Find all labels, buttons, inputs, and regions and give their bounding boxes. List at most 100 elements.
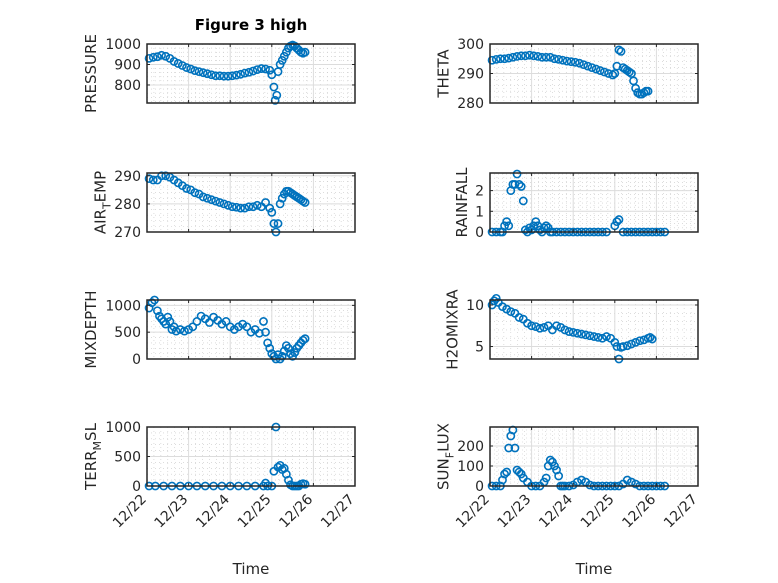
y-tick-label: 1000 — [105, 420, 141, 436]
x-tick-label: 12/26 — [619, 491, 659, 531]
data-point — [198, 68, 208, 78]
data-point — [500, 221, 509, 231]
data-point — [647, 334, 657, 344]
data-point — [539, 323, 549, 332]
data-point — [560, 325, 570, 335]
data-point — [161, 51, 171, 61]
data-point — [600, 67, 609, 77]
data-point — [211, 196, 221, 206]
data-point — [227, 71, 237, 81]
data-point — [242, 322, 252, 332]
data-point — [520, 51, 530, 61]
data-point — [277, 193, 287, 203]
x-axis-label: Time — [575, 560, 613, 578]
y-axis-label: MIXDEPTH — [82, 290, 100, 368]
data-point — [182, 184, 191, 193]
x-tick-label: 12/24 — [536, 491, 576, 531]
y-tick-label: 0 — [132, 479, 141, 495]
data-point — [277, 351, 287, 361]
data-point — [163, 312, 173, 322]
data-point — [144, 53, 154, 63]
data-point — [516, 182, 526, 191]
data-point — [180, 326, 189, 336]
data-point — [144, 174, 154, 184]
data-point — [570, 57, 580, 67]
data-point — [635, 336, 645, 346]
axes-box — [146, 172, 356, 233]
data-point — [171, 326, 181, 336]
data-point — [631, 479, 640, 489]
data-point — [583, 61, 593, 71]
y-tick-label: 5 — [475, 340, 484, 356]
data-point — [552, 321, 561, 331]
y-tick-label: 0 — [132, 352, 141, 368]
data-point — [269, 219, 279, 228]
subplot-pressure: 800 900 1000 PRESSURE — [82, 34, 356, 113]
data-point — [614, 215, 624, 224]
data-point — [261, 64, 270, 74]
data-point — [612, 342, 622, 351]
data-point — [579, 60, 588, 70]
data-point — [207, 195, 216, 205]
y-axis-label: RAINFALL — [453, 167, 471, 238]
y-tick-label: 0 — [475, 225, 484, 241]
data-point — [631, 83, 640, 93]
data-point — [577, 329, 586, 339]
y-tick-label: 290 — [114, 169, 141, 185]
x-tick-label: 12/26 — [276, 491, 316, 531]
data-point — [554, 471, 564, 481]
data-point — [531, 217, 541, 227]
data-point — [585, 480, 595, 490]
y-axis-label: TERRMSL — [82, 422, 104, 491]
axes-box — [489, 172, 699, 233]
data-point — [254, 328, 264, 338]
data-point — [572, 328, 582, 338]
data-point — [240, 203, 250, 213]
data-point — [535, 225, 545, 235]
data-point — [188, 322, 198, 332]
data-point — [161, 171, 171, 181]
x-tick-label: 12/25 — [578, 492, 618, 532]
data-point — [300, 198, 310, 207]
data-point — [512, 51, 522, 61]
y-tick-label: 200 — [457, 439, 484, 455]
data-point — [618, 342, 628, 351]
data-point — [527, 321, 536, 331]
data-point — [175, 325, 185, 334]
x-tick-label: 12/23 — [152, 492, 192, 532]
data-point — [545, 455, 555, 465]
data-point — [495, 54, 505, 64]
axes-background — [490, 300, 698, 359]
data-point — [587, 63, 597, 72]
data-point — [192, 317, 202, 326]
data-point — [194, 67, 204, 77]
data-point — [256, 64, 266, 73]
data-point — [545, 52, 555, 62]
data-point — [520, 225, 530, 235]
data-point — [566, 57, 576, 67]
y-tick-label: 280 — [457, 96, 484, 112]
axes-box — [489, 426, 699, 487]
data-point — [273, 219, 283, 228]
data-point — [562, 56, 572, 66]
data-point — [265, 203, 275, 213]
x-tick-label: 12/24 — [193, 491, 233, 531]
data-point — [223, 71, 233, 81]
data-point — [500, 469, 509, 479]
data-point — [169, 57, 179, 66]
data-point — [300, 334, 310, 344]
data-point — [248, 202, 258, 212]
data-point — [514, 313, 524, 322]
data-point — [502, 467, 512, 477]
x-tick-label: 12/22 — [453, 492, 493, 532]
x-tick-label: 12/25 — [235, 492, 275, 532]
data-point — [182, 63, 191, 72]
data-point — [148, 52, 158, 62]
data-point — [259, 317, 268, 326]
y-axis-label: AIRTEMP — [91, 171, 113, 234]
data-point — [645, 332, 655, 342]
data-point — [643, 86, 653, 96]
data-point — [529, 51, 539, 61]
data-point — [591, 64, 601, 74]
